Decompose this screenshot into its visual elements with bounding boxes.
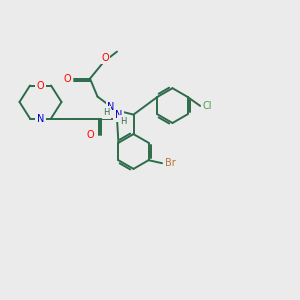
Text: N: N bbox=[37, 113, 44, 124]
Text: N: N bbox=[107, 101, 115, 112]
Text: N: N bbox=[115, 110, 122, 120]
Text: O: O bbox=[63, 74, 71, 84]
Text: O: O bbox=[101, 52, 109, 63]
Text: O: O bbox=[87, 130, 94, 140]
Text: Br: Br bbox=[165, 158, 176, 168]
Text: O: O bbox=[37, 80, 44, 91]
Text: Cl: Cl bbox=[203, 101, 212, 111]
Text: H: H bbox=[103, 108, 110, 117]
Text: H: H bbox=[120, 117, 127, 126]
